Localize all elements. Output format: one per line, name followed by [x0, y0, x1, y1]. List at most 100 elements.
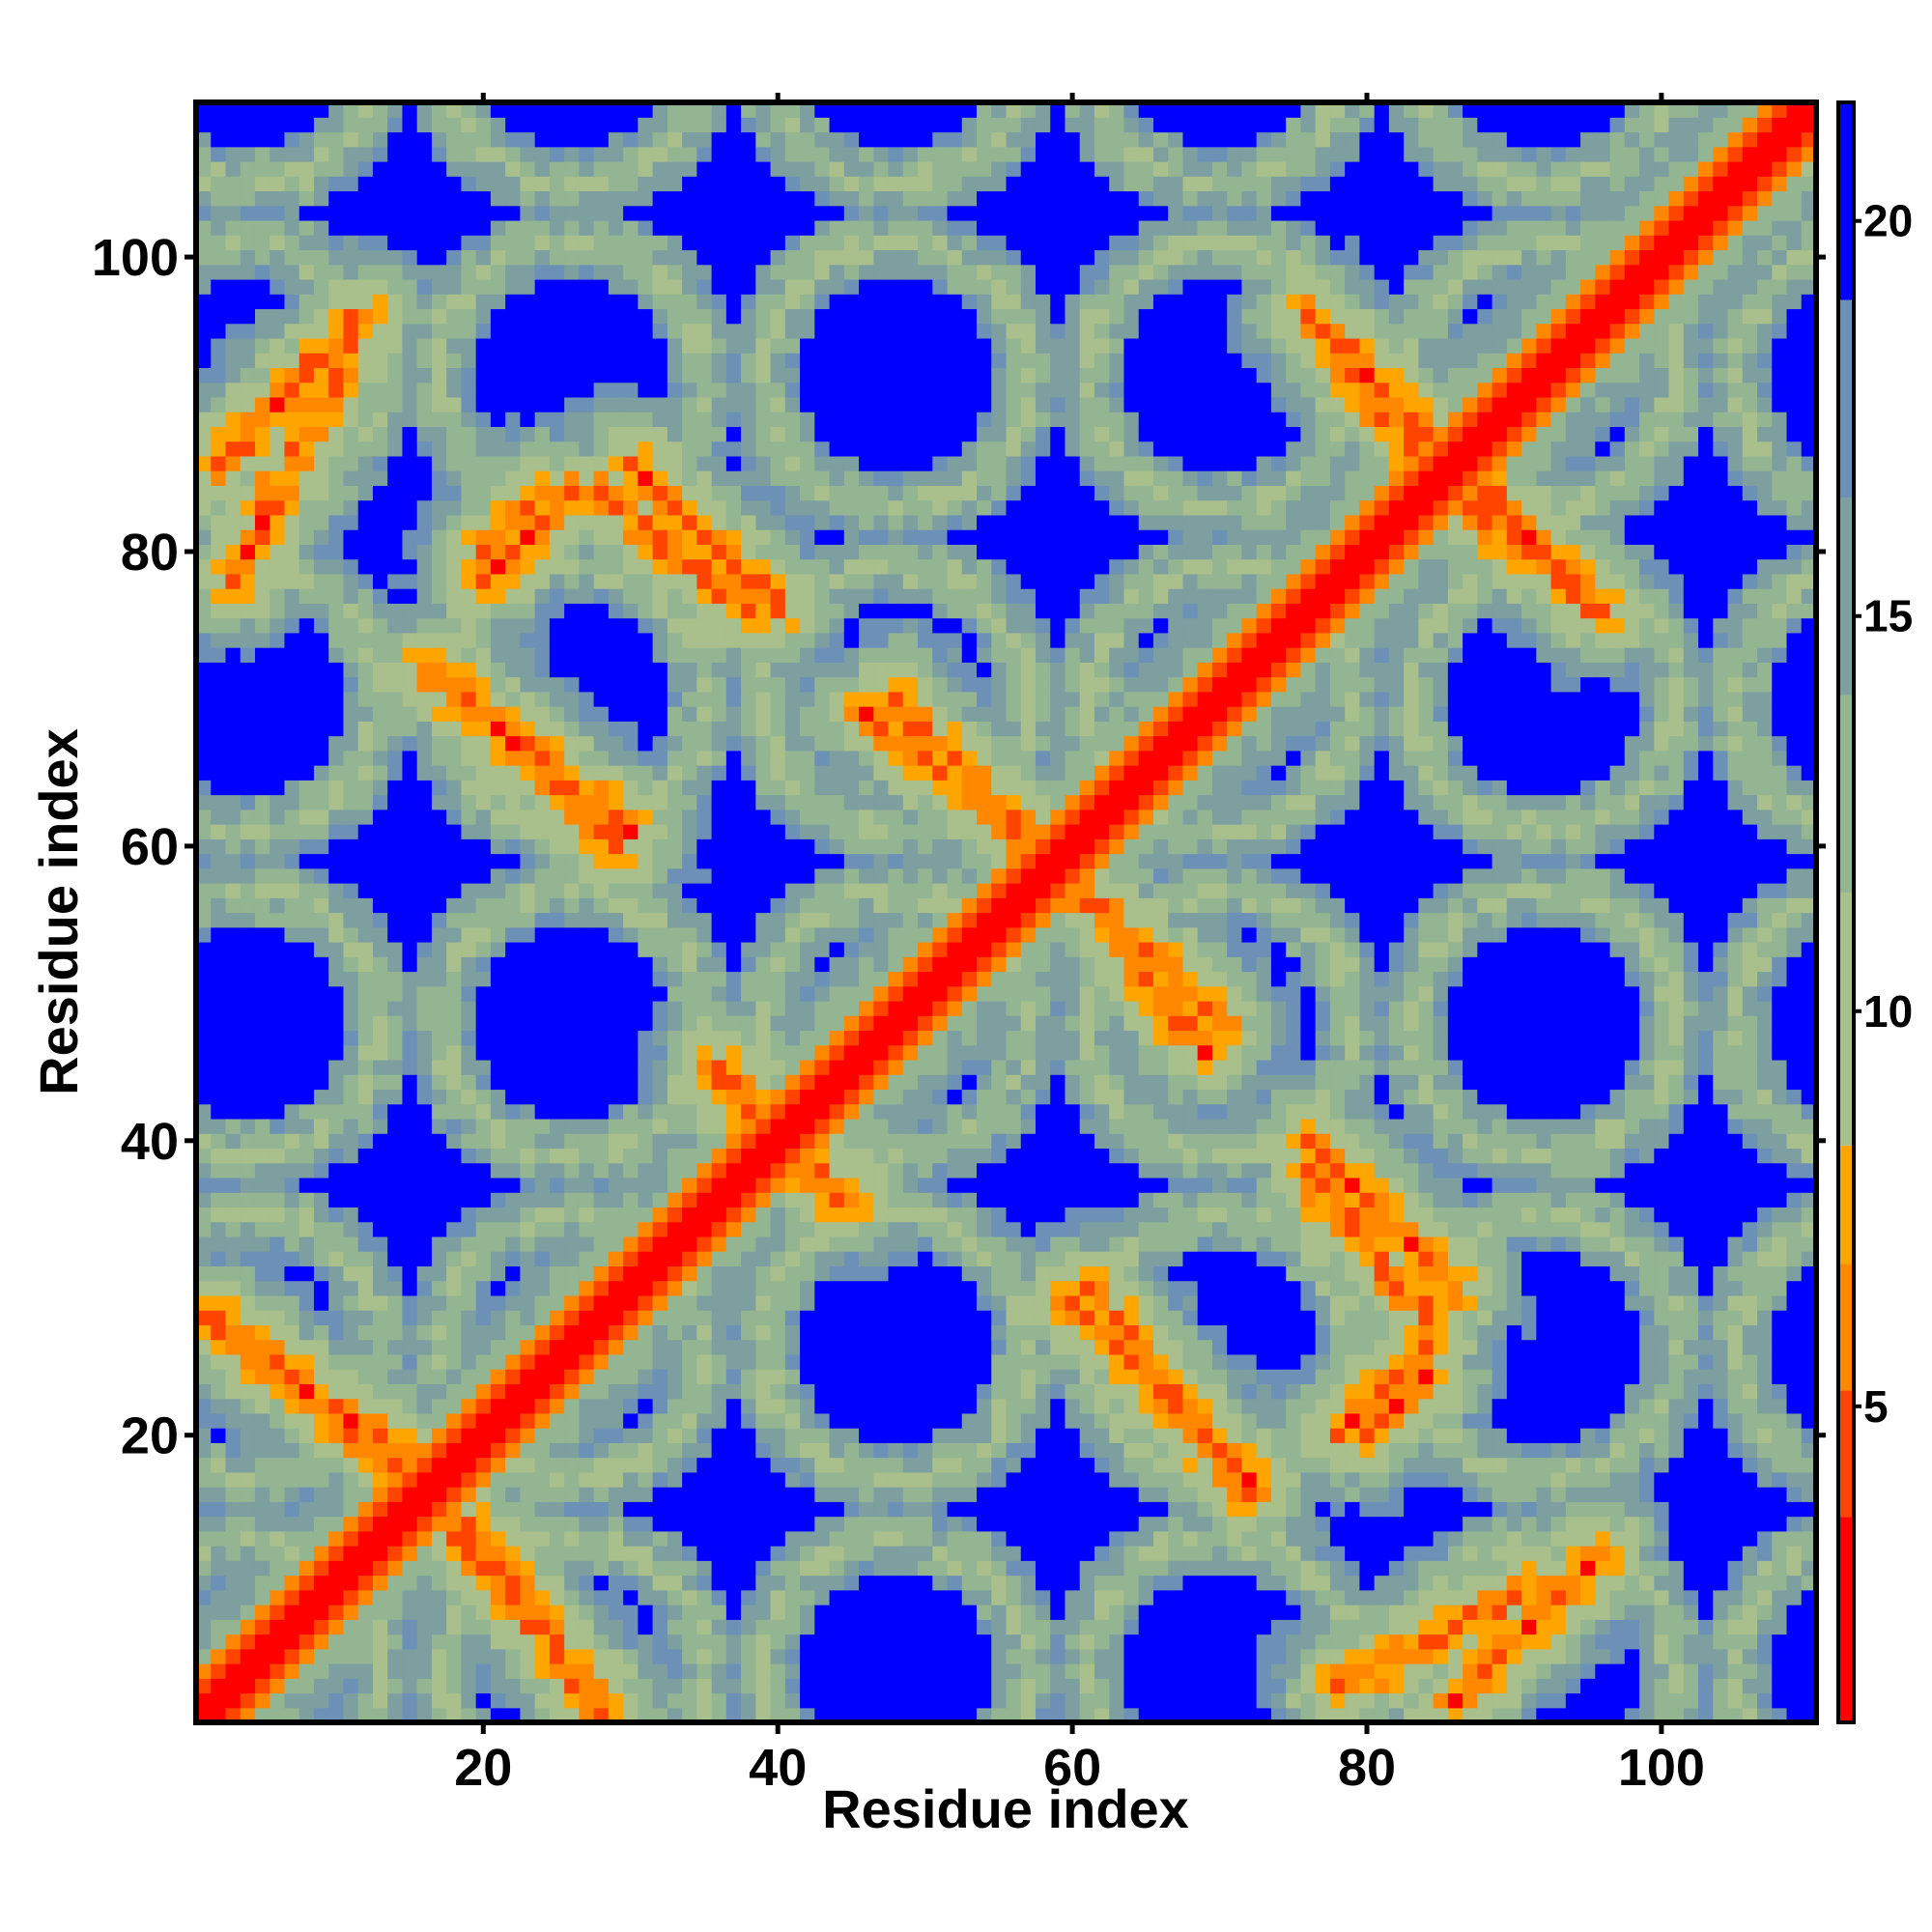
heatmap-cell — [579, 1516, 595, 1532]
heatmap-cell — [755, 1546, 772, 1561]
heatmap-cell — [784, 1487, 801, 1502]
heatmap-cell — [313, 1177, 329, 1193]
heatmap-cell — [490, 1457, 506, 1473]
heatmap-cell — [652, 1369, 668, 1384]
heatmap-cell — [800, 721, 815, 737]
heatmap-cell — [211, 780, 227, 796]
heatmap-cell — [240, 985, 256, 1002]
heatmap-cell — [284, 853, 300, 869]
heatmap-cell — [270, 662, 286, 678]
heatmap-cell — [741, 1471, 756, 1488]
heatmap-cell — [387, 647, 404, 663]
heatmap-cell — [284, 1589, 300, 1605]
heatmap-cell — [431, 971, 447, 987]
heatmap-cell — [475, 1236, 492, 1252]
heatmap-cell — [711, 485, 727, 501]
heatmap-cell — [313, 544, 329, 560]
heatmap-cell — [725, 706, 742, 722]
heatmap-cell — [534, 1103, 551, 1120]
heatmap-cell — [608, 1605, 624, 1620]
heatmap-cell — [446, 485, 463, 501]
heatmap-cell — [461, 176, 477, 192]
heatmap-cell — [579, 926, 595, 943]
heatmap-cell — [755, 1428, 772, 1443]
heatmap-cell — [667, 1605, 683, 1620]
heatmap-cell — [652, 1310, 668, 1325]
heatmap-cell — [446, 794, 463, 810]
heatmap-cell — [564, 853, 580, 869]
heatmap-cell — [270, 956, 286, 973]
heatmap-cell — [240, 294, 256, 310]
heatmap-cell — [593, 544, 610, 560]
heatmap-cell — [372, 1118, 388, 1134]
heatmap-cell — [549, 706, 565, 722]
heatmap-cell — [490, 514, 506, 530]
heatmap-cell — [741, 1015, 756, 1032]
heatmap-cell — [505, 455, 521, 471]
heatmap-cell — [711, 160, 727, 177]
heatmap-cell — [298, 1089, 315, 1105]
heatmap-cell — [475, 470, 492, 486]
heatmap-cell — [711, 1692, 727, 1709]
heatmap-cell — [475, 1192, 492, 1208]
heatmap-cell — [564, 440, 580, 457]
heatmap-cell — [770, 632, 786, 648]
heatmap-cell — [593, 1634, 610, 1650]
heatmap-cell — [387, 706, 404, 722]
heatmap-cell — [725, 1324, 742, 1341]
heatmap-cell — [520, 1074, 536, 1091]
heatmap-cell — [343, 558, 359, 575]
heatmap-cell — [652, 1015, 668, 1032]
heatmap-cell — [387, 1428, 404, 1443]
heatmap-cell — [490, 412, 506, 427]
heatmap-cell — [328, 323, 345, 339]
heatmap-cell — [800, 1339, 815, 1355]
heatmap-cell — [387, 1118, 404, 1134]
heatmap-cell — [313, 1324, 329, 1341]
heatmap-cell — [564, 1575, 580, 1591]
heatmap-cell — [225, 544, 242, 560]
heatmap-cell — [814, 190, 831, 207]
heatmap-cell — [240, 838, 256, 855]
heatmap-cell — [196, 809, 212, 825]
heatmap-cell — [843, 1605, 860, 1620]
heatmap-cell — [431, 1294, 447, 1311]
heatmap-cell — [711, 544, 727, 560]
heatmap-cell — [859, 1634, 874, 1650]
heatmap-cell — [284, 146, 300, 162]
heatmap-cell — [843, 1162, 860, 1179]
heatmap-cell — [446, 499, 463, 516]
heatmap-cell — [623, 1044, 639, 1061]
heatmap-cell — [755, 1192, 772, 1208]
heatmap-cell — [579, 499, 595, 516]
heatmap-cell — [800, 691, 815, 707]
heatmap-cell — [652, 264, 668, 280]
heatmap-cell — [298, 1192, 315, 1208]
heatmap-cell — [475, 721, 492, 737]
heatmap-cell — [579, 971, 595, 987]
heatmap-cell — [431, 735, 447, 752]
heatmap-cell — [652, 1059, 668, 1075]
heatmap-cell — [372, 780, 388, 796]
heatmap-cell — [520, 558, 536, 575]
heatmap-cell — [328, 897, 345, 914]
heatmap-cell — [800, 1044, 815, 1061]
heatmap-cell — [770, 1294, 786, 1311]
heatmap-cell — [357, 1000, 374, 1016]
heatmap-cell — [372, 809, 388, 825]
heatmap-cell — [211, 412, 227, 427]
heatmap-cell — [549, 1605, 565, 1620]
heatmap-cell — [372, 706, 388, 722]
heatmap-cell — [593, 912, 610, 928]
heatmap-cell — [652, 735, 668, 752]
heatmap-cell — [829, 735, 845, 752]
heatmap-cell — [652, 1294, 668, 1311]
heatmap-cell — [843, 1428, 860, 1443]
heatmap-cell — [711, 706, 727, 722]
heatmap-cell — [725, 780, 742, 796]
heatmap-cell — [843, 1000, 860, 1016]
heatmap-cell — [357, 1412, 374, 1429]
heatmap-cell — [357, 1501, 374, 1518]
heatmap-cell — [284, 617, 300, 634]
heatmap-cell — [284, 455, 300, 471]
